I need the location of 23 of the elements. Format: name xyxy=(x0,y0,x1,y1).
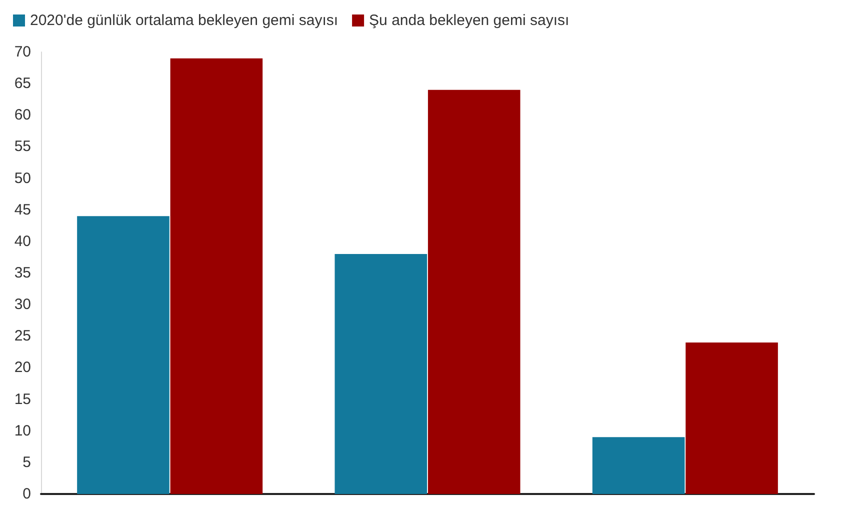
y-tick-label: 50 xyxy=(14,170,31,187)
y-tick-label: 55 xyxy=(14,138,31,156)
y-tick-label: 70 xyxy=(14,44,31,60)
y-tick-label: 15 xyxy=(14,390,31,408)
legend-label: Şu anda bekleyen gemi sayısı xyxy=(369,12,570,29)
y-tick-label: 35 xyxy=(14,264,31,282)
bar xyxy=(334,254,428,494)
y-tick-label: 65 xyxy=(14,75,31,92)
y-tick-label: 5 xyxy=(22,454,31,471)
y-tick-label: 0 xyxy=(22,486,31,502)
y-tick-label: 10 xyxy=(14,422,31,440)
bar xyxy=(686,342,778,494)
y-tick-label: 40 xyxy=(14,232,31,250)
y-tick-label: 30 xyxy=(14,296,31,314)
y-tick-label: 60 xyxy=(14,106,31,124)
bar xyxy=(592,437,685,494)
bar xyxy=(170,58,263,494)
y-tick-label: 20 xyxy=(14,359,31,376)
y-tick-label: 45 xyxy=(14,201,31,218)
legend-label: 2020'de günlük ortalama bekleyen gemi sayısı xyxy=(30,12,338,29)
bar xyxy=(77,216,170,494)
y-tick-label: 25 xyxy=(14,328,31,345)
bar xyxy=(428,90,520,494)
